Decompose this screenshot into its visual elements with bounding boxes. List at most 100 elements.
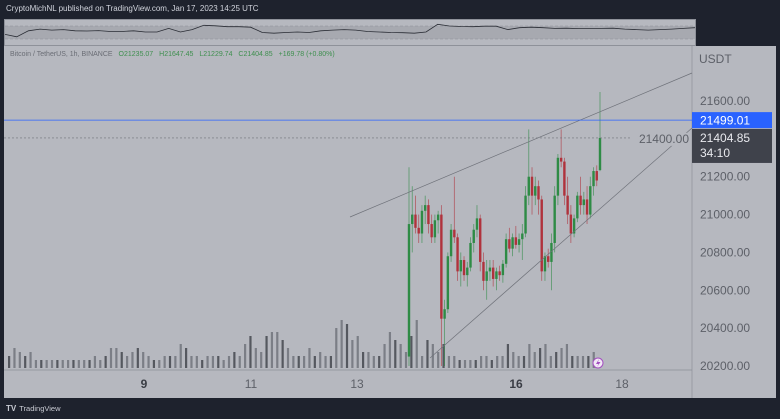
candle-body xyxy=(479,218,482,262)
candle-body xyxy=(491,267,495,279)
volume-bar xyxy=(18,352,21,368)
volume-bar xyxy=(437,352,440,368)
volume-bar xyxy=(453,356,456,368)
candle-body xyxy=(449,229,453,257)
volume-bar xyxy=(104,356,107,368)
last-price-label: 21404.85 xyxy=(700,131,750,145)
volume-bar xyxy=(345,324,349,368)
volume-bar xyxy=(335,328,338,368)
footer-brand[interactable]: TV TradingView xyxy=(6,404,61,413)
candle-body xyxy=(589,186,592,215)
volume-bar xyxy=(40,360,43,368)
volume-bar xyxy=(458,360,461,368)
volume-bar xyxy=(399,344,402,368)
volume-bar xyxy=(249,336,252,368)
oscillator-pane xyxy=(4,19,696,46)
volume-bar xyxy=(463,360,467,368)
volume-bar xyxy=(480,356,483,368)
volume-bar xyxy=(367,352,370,368)
candle-body xyxy=(534,186,537,196)
candle-body xyxy=(423,205,427,211)
candle-body xyxy=(443,309,446,319)
oscillator-band xyxy=(5,26,695,39)
price-label-box xyxy=(692,112,772,129)
volume-bar xyxy=(303,356,306,368)
candle-body xyxy=(524,195,527,234)
volume-bar xyxy=(120,352,123,368)
trendline-upper[interactable] xyxy=(349,72,693,218)
volume-bar xyxy=(115,348,118,368)
volume-bar xyxy=(404,352,408,368)
candle-body xyxy=(514,237,518,245)
candle-body xyxy=(459,260,462,272)
legend-change: +169.78 (+0.80%) xyxy=(278,51,335,58)
candle-body xyxy=(527,176,530,196)
candle-body xyxy=(495,271,498,279)
candle-body xyxy=(433,220,437,238)
volume-bar xyxy=(281,340,284,368)
publish-header: CryptoMichNL published on TradingView.co… xyxy=(6,4,259,13)
time-axis[interactable]: 9 11 13 16 18 xyxy=(141,377,629,391)
volume-bar xyxy=(555,352,558,368)
trendline-lower[interactable] xyxy=(429,127,693,359)
candle-body xyxy=(559,157,563,162)
candle-body xyxy=(456,237,459,272)
candle-body xyxy=(440,214,443,319)
time-tick: 9 xyxy=(141,377,148,391)
price-tick: 21000.00 xyxy=(700,208,750,222)
volume-bar xyxy=(131,352,134,368)
volume-bar xyxy=(581,356,585,368)
candle-body xyxy=(462,260,466,276)
candle-body xyxy=(547,256,550,262)
price-tick: 20800.00 xyxy=(700,245,750,259)
candle-body xyxy=(466,267,469,276)
volume-bar xyxy=(56,360,59,368)
candle-body xyxy=(501,263,505,276)
candle-body xyxy=(436,214,440,221)
volume-bar xyxy=(168,356,172,368)
volume-bar xyxy=(190,356,193,368)
lightning-icon[interactable] xyxy=(592,357,604,369)
volume-bar xyxy=(517,356,520,368)
candle-body xyxy=(498,271,501,276)
main-chart-pane[interactable]: USDT 21600.00 21400.00 21200.00 21000.00 208… xyxy=(4,46,776,398)
volume-bar xyxy=(158,360,161,368)
volume-bar xyxy=(276,332,279,368)
volume-bar xyxy=(490,360,493,368)
candle-body xyxy=(537,186,540,200)
candle-body xyxy=(572,218,576,234)
price-axis[interactable]: 21600.00 21400.00 21200.00 21000.00 20800.00… xyxy=(632,94,750,373)
legend-open: O21235.07 xyxy=(118,51,154,58)
candles xyxy=(407,92,602,367)
price-tick-backdrop xyxy=(632,132,690,146)
volume-bar xyxy=(34,360,38,368)
volume-bar xyxy=(260,352,263,368)
price-chart[interactable]: USDT 21600.00 21400.00 21200.00 21000.00 208… xyxy=(4,46,776,398)
volume-bar xyxy=(351,340,354,368)
candle-body xyxy=(569,214,573,234)
volume-bar xyxy=(388,332,392,368)
volume-bar xyxy=(394,340,397,368)
volume-bar xyxy=(528,344,531,368)
volume-bar xyxy=(45,360,48,368)
volume-bar xyxy=(265,336,268,368)
legend-low: L21229.74 xyxy=(199,51,233,58)
candle-body xyxy=(488,267,492,272)
candle-body xyxy=(556,157,560,196)
candle-body xyxy=(550,242,553,262)
volume-bar xyxy=(244,344,247,368)
candle-body xyxy=(469,242,472,268)
volume-bar xyxy=(426,340,429,368)
volume-bar xyxy=(136,348,139,368)
volume-bar xyxy=(109,348,113,368)
volume-bar xyxy=(195,356,198,368)
volume-bar xyxy=(254,348,257,368)
volume-bar xyxy=(313,356,316,368)
candle-body xyxy=(563,161,566,196)
tradingview-logo-icon: TV xyxy=(6,404,17,413)
candle-body xyxy=(417,227,420,234)
volume-bar xyxy=(201,360,204,368)
candle-body xyxy=(446,256,450,310)
candle-body xyxy=(553,195,556,243)
volume-bar xyxy=(474,360,477,368)
